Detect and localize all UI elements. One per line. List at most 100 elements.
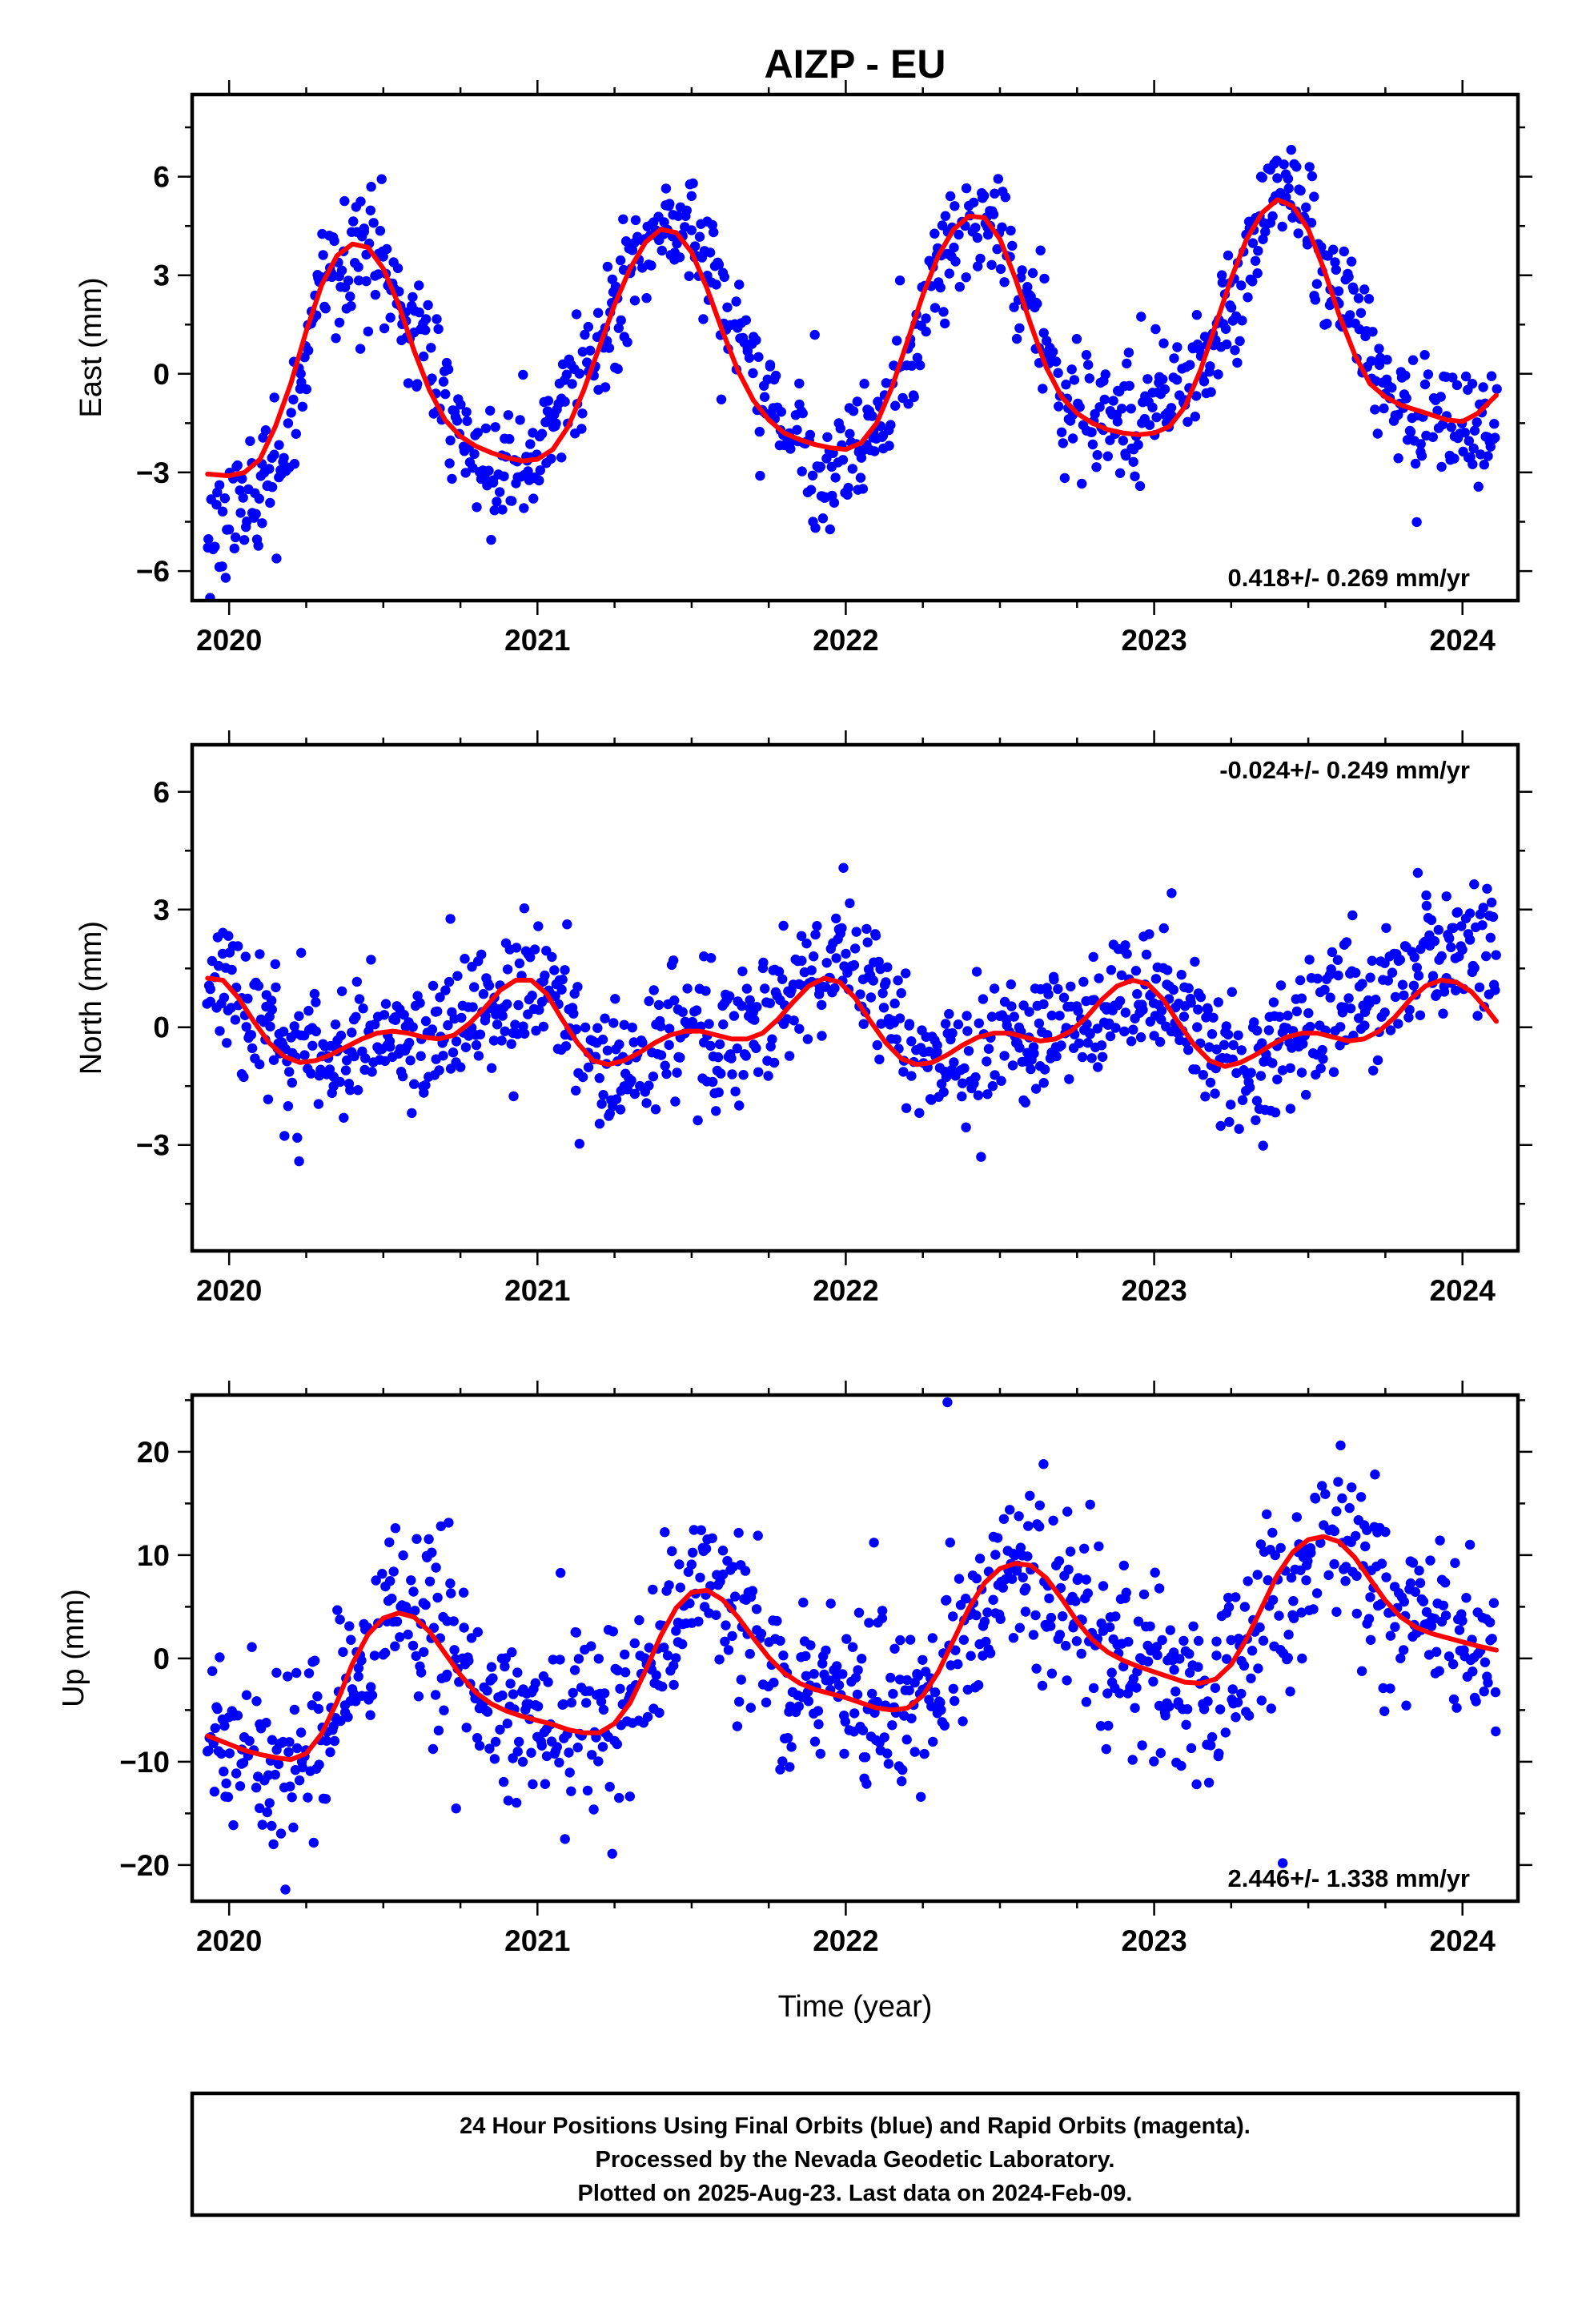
data-point xyxy=(873,956,884,967)
data-point xyxy=(490,422,500,432)
data-point xyxy=(1255,1622,1265,1633)
data-point xyxy=(624,1791,635,1802)
data-point xyxy=(1304,162,1315,172)
data-point xyxy=(998,1514,1010,1525)
data-point xyxy=(502,964,513,975)
data-point xyxy=(294,1156,304,1167)
data-point xyxy=(723,1645,734,1655)
data-point xyxy=(460,1042,472,1052)
data-point xyxy=(885,1672,896,1683)
data-point xyxy=(460,468,471,478)
data-point xyxy=(978,191,990,201)
data-point xyxy=(1158,338,1169,348)
data-point xyxy=(427,1547,437,1558)
data-point xyxy=(536,428,548,439)
data-point xyxy=(884,440,894,451)
data-point xyxy=(615,1683,625,1694)
data-point xyxy=(349,1051,359,1062)
data-point xyxy=(973,1680,984,1691)
data-point xyxy=(1351,967,1361,979)
data-point xyxy=(988,1594,998,1605)
tick-marks xyxy=(178,1381,1532,1916)
data-point xyxy=(571,309,582,320)
data-point xyxy=(245,436,255,446)
data-point xyxy=(1486,897,1497,908)
data-point xyxy=(671,1626,681,1636)
data-point xyxy=(512,1747,523,1757)
data-point xyxy=(1191,1064,1201,1075)
data-point xyxy=(1337,1493,1347,1504)
data-point xyxy=(644,1642,654,1653)
data-point xyxy=(1017,265,1027,275)
data-point xyxy=(246,1030,256,1040)
data-point xyxy=(1053,368,1063,378)
data-point xyxy=(1407,355,1419,365)
data-point xyxy=(554,1757,564,1768)
data-point xyxy=(862,937,873,947)
data-point xyxy=(849,1708,860,1719)
data-point xyxy=(577,408,588,419)
data-point xyxy=(714,1039,725,1050)
data-point xyxy=(979,1616,990,1627)
data-point xyxy=(1413,971,1424,981)
data-point xyxy=(831,913,841,924)
data-point xyxy=(1365,1592,1375,1602)
data-point xyxy=(714,1655,725,1665)
data-point xyxy=(340,1065,351,1076)
data-point xyxy=(577,1072,588,1083)
data-point xyxy=(269,449,279,460)
data-point xyxy=(299,1050,310,1060)
data-point xyxy=(1440,1610,1452,1621)
data-point xyxy=(1184,1649,1195,1659)
data-point xyxy=(251,1696,262,1707)
data-point xyxy=(311,997,321,1007)
data-point xyxy=(741,1051,751,1061)
data-point xyxy=(339,1112,349,1124)
data-point xyxy=(1399,1596,1410,1607)
data-point xyxy=(733,1527,744,1538)
data-point xyxy=(1120,940,1130,951)
x-tick-label: 2021 xyxy=(504,624,570,657)
x-tick-label: 2023 xyxy=(1121,1924,1186,1957)
data-point xyxy=(966,1651,976,1661)
data-point xyxy=(673,211,684,221)
x-tick-label: 2023 xyxy=(1121,624,1186,657)
data-point xyxy=(794,1023,805,1034)
data-point xyxy=(1405,1578,1416,1589)
data-point xyxy=(283,1671,293,1682)
data-point xyxy=(1106,965,1117,975)
data-point xyxy=(356,1655,367,1666)
data-point xyxy=(303,1792,313,1803)
data-point xyxy=(588,1804,599,1815)
data-point xyxy=(1260,227,1271,237)
data-point xyxy=(1207,1731,1218,1743)
data-point xyxy=(1333,1477,1343,1487)
data-point xyxy=(1105,1031,1116,1042)
data-point xyxy=(785,444,796,454)
data-point xyxy=(958,1716,968,1727)
data-point xyxy=(1474,982,1485,993)
data-point xyxy=(1489,419,1500,429)
data-point xyxy=(500,1026,510,1037)
data-point xyxy=(947,1027,958,1039)
x-tick-label: 2021 xyxy=(504,1924,570,1957)
data-point xyxy=(878,1003,889,1013)
data-point xyxy=(853,1665,863,1675)
data-point xyxy=(258,432,268,443)
data-point xyxy=(897,1776,907,1787)
data-point xyxy=(1333,286,1344,296)
data-point xyxy=(512,1029,523,1039)
data-point xyxy=(656,1021,666,1031)
data-point xyxy=(1092,1023,1103,1034)
data-point xyxy=(958,1078,968,1088)
data-point xyxy=(381,243,392,255)
data-point xyxy=(1091,462,1102,472)
data-point xyxy=(629,1088,640,1100)
data-point xyxy=(287,1077,297,1088)
data-point xyxy=(1346,256,1357,267)
data-point xyxy=(1468,443,1479,454)
data-point xyxy=(360,1053,371,1063)
data-point xyxy=(308,1837,319,1848)
data-point xyxy=(719,271,729,283)
